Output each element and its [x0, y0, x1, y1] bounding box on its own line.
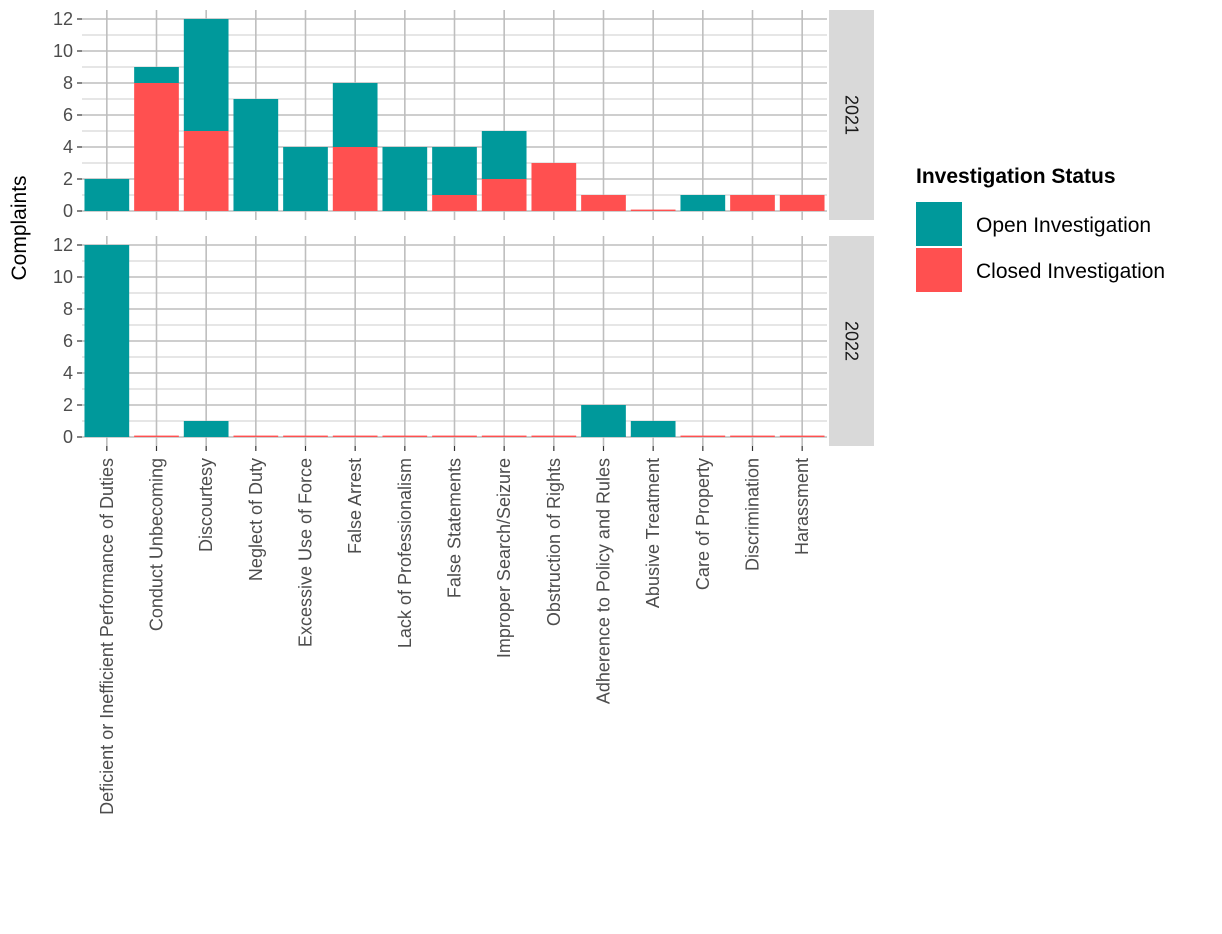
legend: Investigation Status Open Investigation C… [916, 165, 1165, 292]
x-tick-label: Discrimination [743, 458, 763, 571]
x-tick-label: False Statements [445, 458, 465, 598]
x-tick-label: Excessive Use of Force [296, 458, 316, 647]
bar-closed-investigation [233, 435, 279, 437]
bar-closed-investigation [531, 163, 577, 211]
x-tick-label: Care of Property [693, 458, 713, 590]
y-tick-label: 2 [63, 169, 73, 189]
bar-open-investigation [84, 179, 130, 211]
bar-open-investigation [630, 421, 676, 437]
bar-closed-investigation [183, 131, 229, 211]
legend-key-open [916, 202, 962, 246]
bar-open-investigation [581, 405, 626, 437]
bar-open-investigation [332, 83, 378, 147]
x-tick-label: Conduct Unbecoming [147, 458, 167, 631]
y-tick-label: 12 [53, 235, 73, 255]
x-tick-label: Neglect of Duty [246, 458, 266, 581]
bar-closed-investigation [730, 435, 775, 437]
bar-closed-investigation [432, 435, 477, 437]
x-tick-label: Harassment [792, 458, 812, 555]
y-axis-title: Complaints [8, 175, 31, 280]
y-tick-label: 10 [53, 267, 73, 287]
bar-closed-investigation [730, 195, 775, 211]
bar-closed-investigation [779, 435, 825, 437]
legend-title: Investigation Status [916, 165, 1116, 188]
bar-open-investigation [84, 245, 130, 437]
bar-closed-investigation [283, 435, 328, 437]
facet-panel-2022: 0 2 4 6 8 10 12 2022 [53, 235, 874, 447]
y-tick-label: 12 [53, 9, 73, 29]
bar-open-investigation [432, 147, 477, 195]
facet-strip [829, 236, 874, 446]
bar-closed-investigation [332, 147, 378, 211]
x-tick-label: Discourtesy [196, 458, 216, 552]
bar-closed-investigation [134, 435, 179, 437]
y-tick-label: 0 [63, 427, 73, 447]
bar-open-investigation [382, 147, 428, 211]
bar-closed-investigation [581, 195, 626, 211]
y-tick-label: 4 [63, 363, 73, 383]
x-tick-label: Deficient or Inefficient Performance of … [97, 458, 117, 815]
legend-label: Closed Investigation [976, 260, 1165, 283]
facet-strip-label: 2022 [842, 321, 862, 361]
bar-open-investigation [183, 19, 229, 131]
bar-closed-investigation [432, 195, 477, 211]
bar-closed-investigation [680, 435, 726, 437]
x-tick-label: False Arrest [345, 458, 365, 554]
bar-open-investigation [183, 421, 229, 437]
y-tick-label: 6 [63, 105, 73, 125]
y-tick-label: 6 [63, 331, 73, 351]
bar-open-investigation [134, 67, 179, 83]
bar-open-investigation [283, 147, 328, 211]
y-tick-label: 2 [63, 395, 73, 415]
x-tick-label: Obstruction of Rights [544, 458, 564, 626]
y-tick-label: 8 [63, 299, 73, 319]
x-tick-label: Adherence to Policy and Rules [594, 458, 614, 704]
facet-panels: 0 2 4 6 8 10 12 2021 0 2 4 6 8 10 12 2022 [53, 9, 874, 447]
y-tick-label: 0 [63, 201, 73, 221]
legend-label: Open Investigation [976, 214, 1151, 237]
bar-closed-investigation [779, 195, 825, 211]
bar-open-investigation [680, 195, 726, 211]
bar-closed-investigation [382, 435, 428, 437]
bar-closed-investigation [134, 83, 179, 211]
facet-strip [829, 10, 874, 220]
x-tick-label: Abusive Treatment [643, 458, 663, 608]
bar-open-investigation [233, 99, 279, 211]
facet-panel-2021: 0 2 4 6 8 10 12 2021 [53, 9, 874, 221]
x-tick-label: Improper Search/Seizure [494, 458, 514, 658]
bar-closed-investigation [481, 179, 527, 211]
x-tick-label: Lack of Professionalism [395, 458, 415, 648]
x-axis: Deficient or Inefficient Performance of … [97, 446, 812, 815]
facet-strip-label: 2021 [842, 95, 862, 135]
y-tick-label: 10 [53, 41, 73, 61]
bar-closed-investigation [332, 435, 378, 437]
bar-closed-investigation [481, 435, 527, 437]
y-tick-label: 8 [63, 73, 73, 93]
legend-key-closed [916, 248, 962, 292]
bar-closed-investigation [630, 209, 676, 211]
y-tick-label: 4 [63, 137, 73, 157]
bar-closed-investigation [531, 435, 577, 437]
bar-open-investigation [481, 131, 527, 179]
